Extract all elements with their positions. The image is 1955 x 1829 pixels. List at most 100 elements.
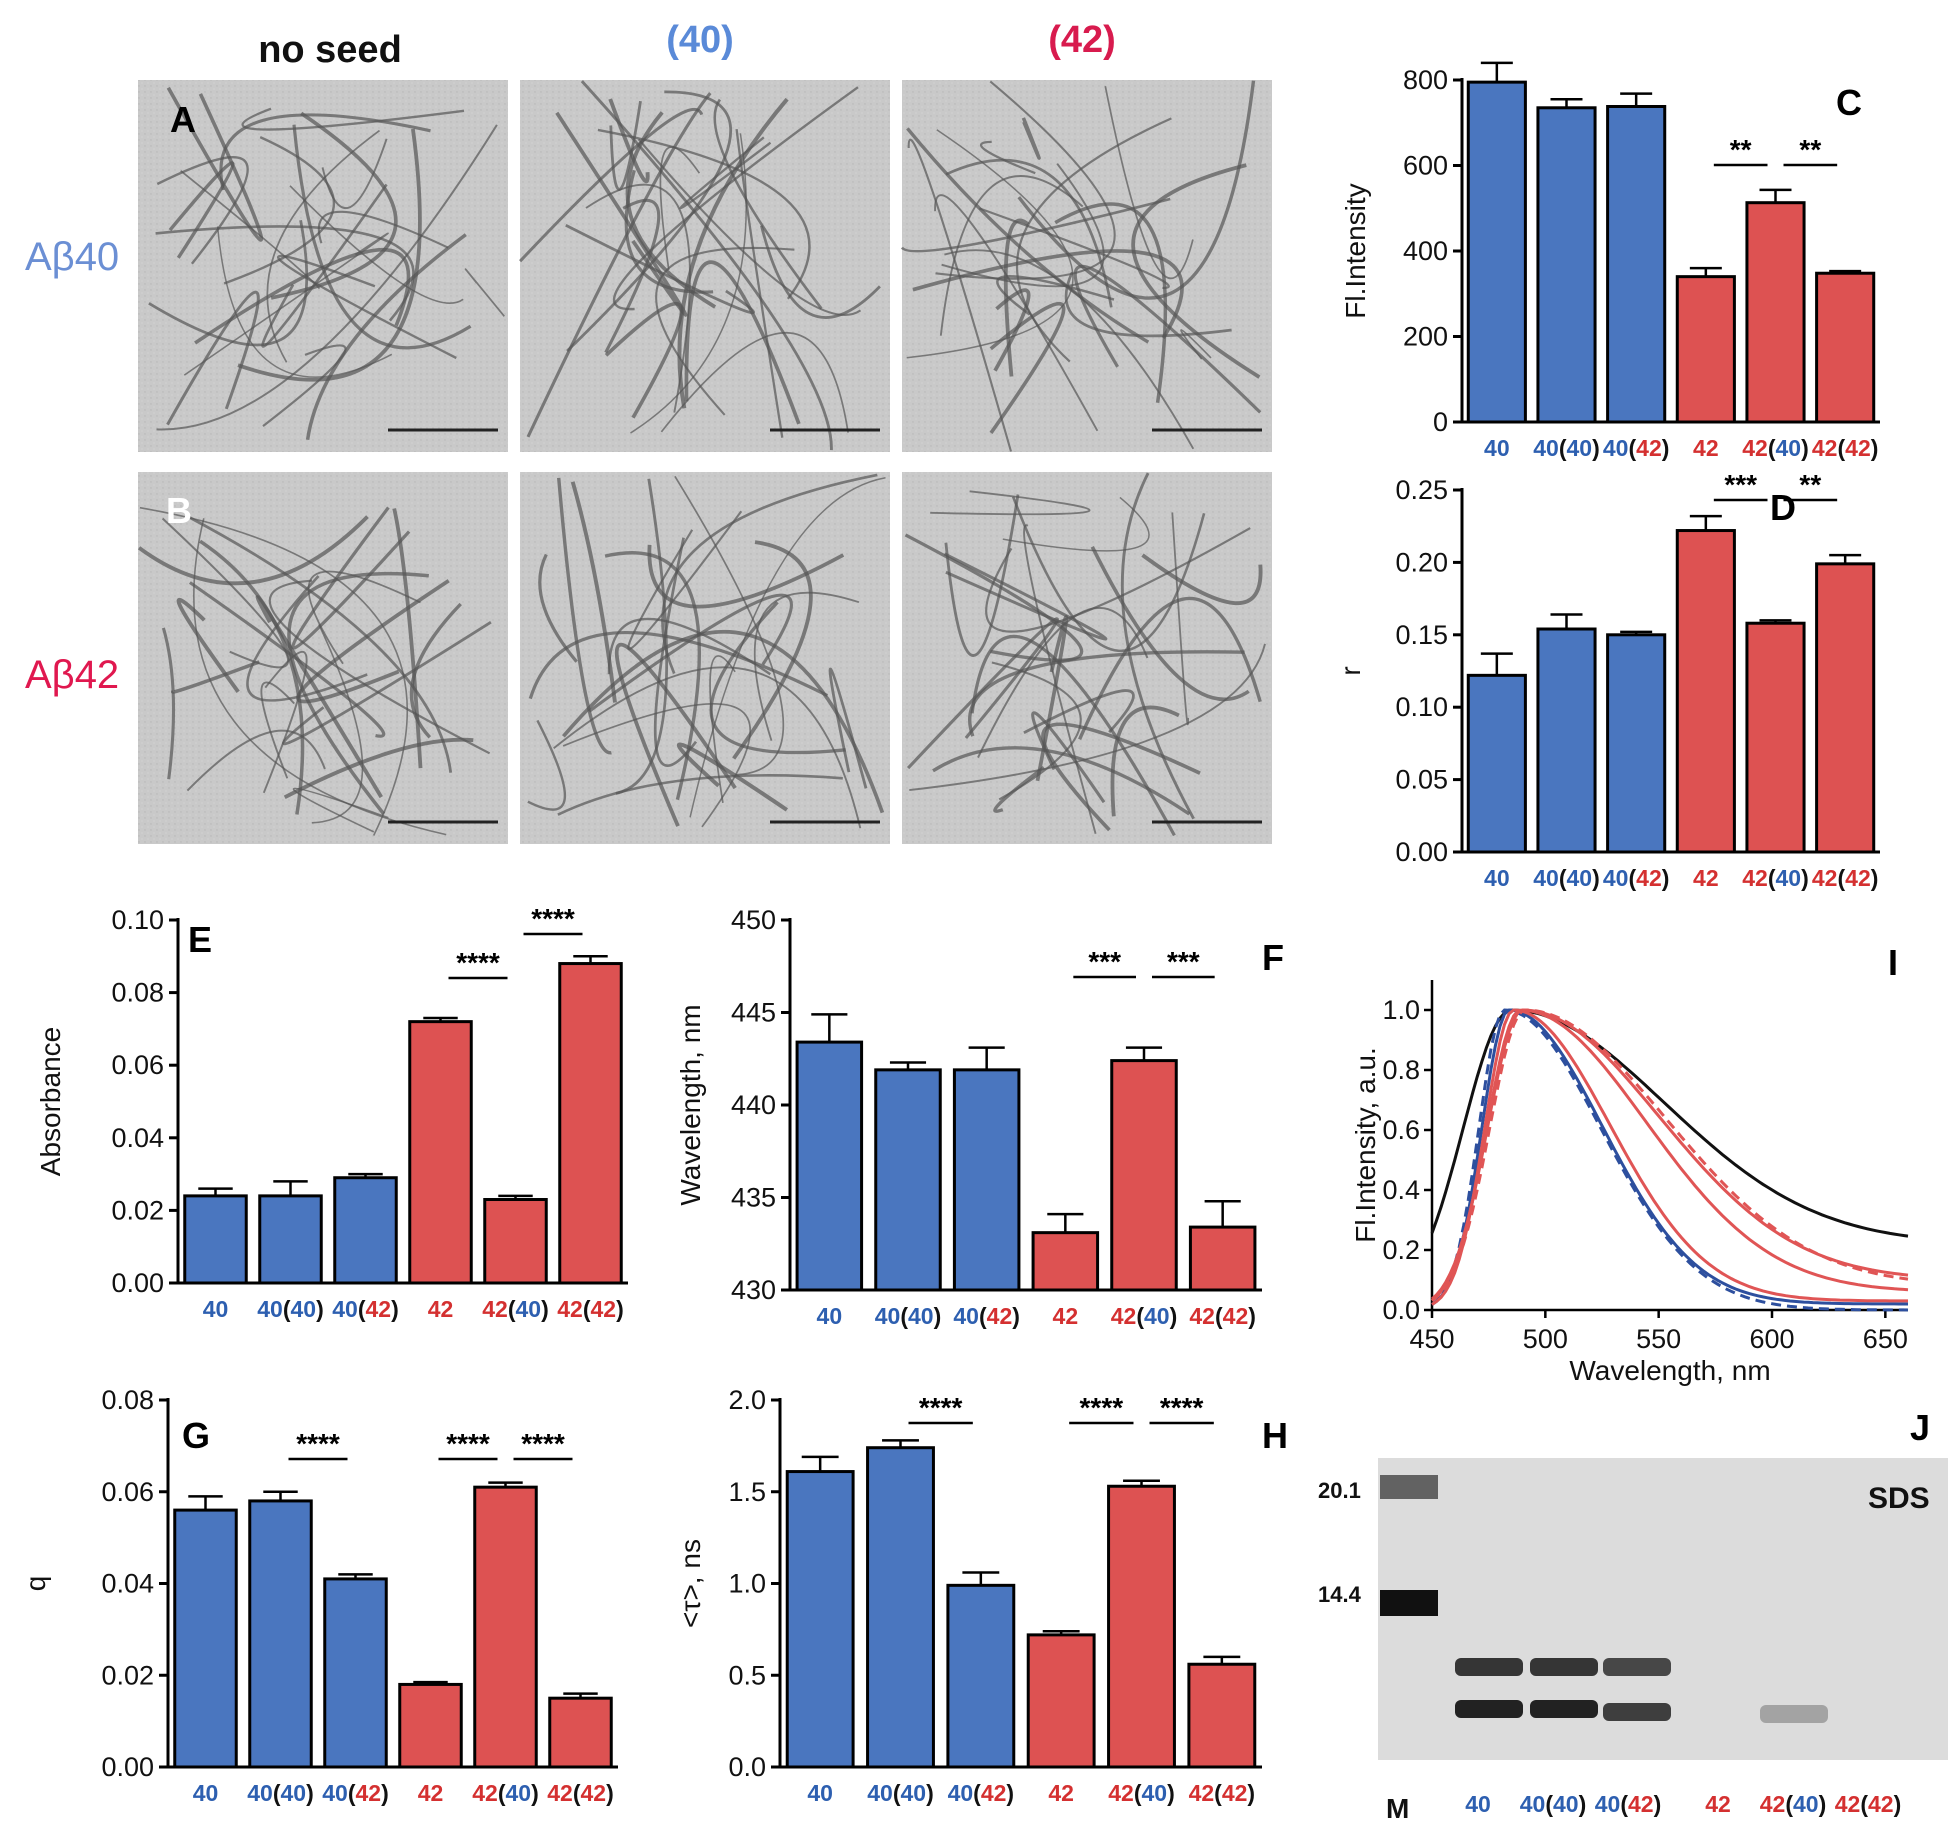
paren: ( bbox=[283, 1296, 291, 1322]
paren: ( bbox=[573, 1780, 581, 1806]
paren: ) bbox=[926, 1780, 934, 1806]
gel-lane-marker: M bbox=[1386, 1793, 1409, 1824]
fibril bbox=[268, 579, 491, 755]
bar bbox=[1606, 633, 1667, 854]
y-tick-label: 0.10 bbox=[1395, 692, 1448, 722]
fibril bbox=[604, 551, 701, 801]
paren: ( bbox=[1545, 1791, 1553, 1817]
paren: ) bbox=[1654, 1791, 1662, 1817]
paren: ) bbox=[1248, 1303, 1256, 1329]
chart-i-spectra: 0.0 0.2 0.4 0.6 0.8 1.0 450 500 550 600 650 Wavelen… bbox=[1350, 942, 1909, 1386]
category-label: 40 bbox=[807, 1780, 833, 1806]
y-axis-label: Wavelength, nm bbox=[675, 1004, 706, 1205]
category-label: 40 bbox=[193, 1780, 219, 1806]
category-label: 42(42) bbox=[1812, 435, 1879, 461]
category-primary: 40 bbox=[867, 1780, 893, 1806]
fibril bbox=[194, 248, 411, 345]
bar bbox=[473, 1485, 538, 1769]
paren: ( bbox=[1136, 1303, 1144, 1329]
lane-seed: 40 bbox=[1793, 1791, 1819, 1817]
panel-label-j: J bbox=[1910, 1407, 1930, 1448]
category-label: 40(40) bbox=[247, 1780, 314, 1806]
category-label: 42 bbox=[1048, 1780, 1074, 1806]
category-primary: 42 bbox=[1189, 1780, 1215, 1806]
paren: ) bbox=[1662, 865, 1670, 891]
gel-lane-label: 40 bbox=[1465, 1791, 1491, 1817]
fibril bbox=[262, 650, 308, 794]
bar bbox=[1188, 1225, 1257, 1292]
paren: ( bbox=[1559, 865, 1567, 891]
significance-stars: **** bbox=[1160, 1392, 1204, 1423]
bar bbox=[1107, 1484, 1176, 1769]
bar bbox=[1536, 627, 1597, 854]
y-tick-label: 0.8 bbox=[1382, 1055, 1420, 1085]
fibril bbox=[260, 681, 295, 779]
lane-primary: 42 bbox=[1835, 1791, 1861, 1817]
paren: ) bbox=[316, 1296, 324, 1322]
paren: ) bbox=[1819, 1791, 1827, 1817]
category-seed: 40 bbox=[1567, 435, 1593, 461]
fibril bbox=[555, 111, 688, 317]
bar bbox=[1536, 106, 1597, 424]
fibril bbox=[1002, 496, 1150, 552]
fibril bbox=[615, 478, 669, 795]
y-tick-label: 0.0 bbox=[728, 1752, 766, 1782]
bar bbox=[946, 1583, 1016, 1769]
category-label: 42(42) bbox=[1189, 1303, 1256, 1329]
bar bbox=[1815, 271, 1876, 424]
fibril bbox=[659, 146, 701, 270]
paren: ( bbox=[900, 1303, 908, 1329]
significance-stars: **** bbox=[446, 1428, 490, 1459]
fibril bbox=[979, 140, 1036, 175]
category-primary: 40 bbox=[953, 1303, 979, 1329]
category-primary: 42 bbox=[1693, 435, 1719, 461]
fibril bbox=[912, 249, 1184, 339]
category-primary: 42 bbox=[1111, 1303, 1137, 1329]
y-axis-label: q bbox=[20, 1576, 51, 1592]
fibril bbox=[735, 128, 784, 438]
fibril bbox=[266, 129, 381, 363]
fibril bbox=[137, 515, 369, 586]
paren: ) bbox=[606, 1780, 614, 1806]
category-seed: 42 bbox=[981, 1780, 1007, 1806]
fibril bbox=[677, 742, 789, 812]
lane-seed: 42 bbox=[1868, 1791, 1894, 1817]
paren: ) bbox=[541, 1296, 549, 1322]
fibril bbox=[237, 128, 422, 382]
paren: ( bbox=[979, 1303, 987, 1329]
y-tick-label: 430 bbox=[731, 1275, 776, 1305]
fibril bbox=[689, 477, 886, 818]
fibril bbox=[261, 183, 388, 348]
category-primary: 42 bbox=[1693, 865, 1719, 891]
lane-seed: 40 bbox=[1553, 1791, 1579, 1817]
y-axis-label: Fl.Intensity bbox=[1340, 183, 1371, 318]
category-seed: 40 bbox=[1776, 435, 1802, 461]
y-tick-label: 0.10 bbox=[111, 905, 164, 935]
bar bbox=[483, 1198, 548, 1285]
fibril bbox=[1110, 705, 1180, 817]
category-primary: 40 bbox=[257, 1296, 283, 1322]
bar bbox=[408, 1020, 473, 1285]
gel-band bbox=[1603, 1658, 1671, 1676]
category-label: 40 bbox=[1484, 865, 1510, 891]
paren: ) bbox=[1592, 435, 1600, 461]
bar bbox=[558, 962, 623, 1285]
paren: ( bbox=[1214, 1780, 1222, 1806]
category-label: 42(42) bbox=[547, 1780, 614, 1806]
bar bbox=[1815, 562, 1876, 854]
category-label: 42 bbox=[1053, 1303, 1079, 1329]
bar bbox=[785, 1470, 855, 1769]
category-label: 42(40) bbox=[1108, 1780, 1175, 1806]
category-label: 42(42) bbox=[557, 1296, 624, 1322]
category-primary: 42 bbox=[1742, 435, 1768, 461]
gel-lane-label: 40(40) bbox=[1520, 1791, 1587, 1817]
category-label: 42(40) bbox=[1111, 1303, 1178, 1329]
paren: ( bbox=[583, 1296, 591, 1322]
fibril bbox=[637, 138, 862, 316]
paren: ( bbox=[1768, 865, 1776, 891]
marker-band-14-4 bbox=[1380, 1590, 1438, 1616]
significance-stars: **** bbox=[521, 1428, 565, 1459]
paren: ) bbox=[1579, 1791, 1587, 1817]
fibril bbox=[935, 80, 1116, 280]
